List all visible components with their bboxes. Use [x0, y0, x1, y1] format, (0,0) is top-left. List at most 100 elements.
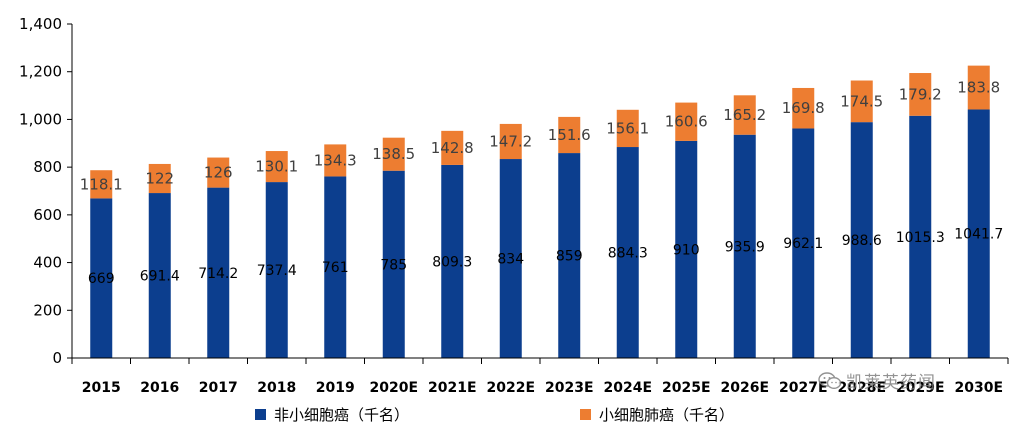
bar-sclc [616, 109, 639, 148]
data-label-sclc: 134.3 [314, 151, 357, 169]
bar-nsclc [616, 147, 639, 358]
y-tick-label: 600 [33, 206, 62, 224]
data-label-sclc: 169.8 [782, 99, 825, 117]
bar-nsclc [499, 159, 522, 358]
data-label-nsclc: 714.2 [198, 266, 238, 282]
bar-sclc [499, 123, 522, 160]
legend-swatch-sclc [580, 408, 591, 420]
x-tick-label: 2018 [257, 380, 296, 396]
x-tick-label: 2029E [896, 380, 945, 396]
x-tick-label: 2030E [954, 380, 1003, 396]
data-label-sclc: 165.2 [723, 106, 766, 124]
x-tick-label: 2015 [82, 380, 121, 396]
data-label-sclc: 151.6 [548, 126, 591, 144]
x-tick-label: 2023E [545, 380, 594, 396]
data-label-sclc: 142.8 [431, 139, 474, 157]
data-label-sclc: 147.2 [489, 132, 532, 150]
bar-sclc [382, 137, 405, 171]
data-label-nsclc: 669 [88, 271, 115, 287]
x-tick-label: 2027E [779, 380, 828, 396]
data-label-nsclc: 1041.7 [954, 227, 1003, 243]
x-tick-label: 2017 [199, 380, 238, 396]
data-label-nsclc: 935.9 [725, 239, 765, 255]
y-tick-label: 400 [33, 254, 62, 272]
data-label-nsclc: 962.1 [783, 236, 823, 252]
bar-sclc [324, 144, 347, 177]
x-tick-label: 2016 [140, 380, 179, 396]
y-tick-label: 1,000 [19, 110, 62, 128]
data-label-nsclc: 859 [556, 249, 583, 265]
bar-sclc [441, 130, 464, 165]
data-label-nsclc: 761 [322, 260, 349, 276]
legend-label-sclc: 小细胞肺癌（千名） [599, 405, 735, 424]
data-label-sclc: 179.2 [899, 85, 942, 103]
bar-nsclc [265, 182, 288, 358]
data-label-nsclc: 910 [673, 242, 700, 258]
data-label-sclc: 160.6 [665, 113, 708, 131]
bar-nsclc [675, 140, 698, 358]
data-label-sclc: 118.1 [80, 175, 123, 193]
bar-nsclc [909, 115, 932, 358]
bar-sclc [207, 157, 230, 188]
y-axis-ticks: 0 200 400 600 800 1,000 1,200 1,400 [19, 15, 72, 367]
x-tick-label: 2025E [662, 380, 711, 396]
bar-sclc [733, 95, 756, 135]
bar-sclc [909, 73, 932, 116]
bar-nsclc [733, 134, 756, 358]
data-label-nsclc: 785 [380, 257, 407, 273]
x-tick-label: 2019 [316, 380, 355, 396]
data-label-nsclc: 809.3 [432, 254, 472, 270]
data-label-sclc: 138.5 [372, 145, 415, 163]
legend-label-nsclc: 非小细胞癌（千名） [274, 405, 410, 424]
bar-nsclc [207, 187, 230, 358]
legend-item-nsclc: 非小细胞癌（千名） [255, 404, 409, 424]
x-tick-label: 2022E [486, 380, 535, 396]
x-tick-label: 2026E [720, 380, 769, 396]
data-label-nsclc: 737.4 [257, 263, 297, 279]
bar-sclc [148, 163, 171, 194]
data-label-nsclc: 691.4 [140, 269, 180, 285]
bar-sclc [558, 116, 581, 154]
bar-nsclc [441, 164, 464, 358]
bar-sclc [792, 87, 815, 129]
bar-nsclc [558, 153, 581, 358]
data-label-nsclc: 988.6 [842, 233, 882, 249]
data-label-nsclc: 884.3 [608, 246, 648, 262]
data-label-sclc: 183.8 [957, 79, 1000, 97]
legend-swatch-nsclc [255, 408, 266, 420]
x-tick-label: 2028E [837, 380, 886, 396]
y-tick-label: 0 [52, 349, 62, 367]
bar-sclc [90, 170, 113, 199]
wechat-icon [818, 371, 842, 389]
bar-nsclc [382, 170, 405, 358]
watermark-text: 凯莱英药闻 [846, 373, 936, 393]
x-tick-label: 2024E [603, 380, 652, 396]
bar-nsclc [324, 176, 347, 358]
bar-nsclc [90, 198, 113, 358]
x-tick-label: 2020E [369, 380, 418, 396]
data-label-sclc: 156.1 [606, 119, 649, 137]
y-tick-label: 1,400 [19, 15, 62, 33]
bar-nsclc [967, 109, 990, 359]
data-label-sclc: 126 [204, 164, 233, 182]
legend-item-sclc: 小细胞肺癌（千名） [580, 404, 734, 424]
data-label-nsclc: 834 [497, 252, 524, 268]
watermark: 凯莱英药闻 [818, 368, 936, 393]
data-label-sclc: 122 [145, 169, 174, 187]
bar-sclc [967, 65, 990, 110]
data-label-nsclc: 1015.3 [896, 230, 945, 246]
y-tick-label: 800 [33, 158, 62, 176]
bar-nsclc [792, 128, 815, 358]
bar-sclc [265, 151, 288, 183]
data-label-sclc: 174.5 [840, 92, 883, 110]
bar-sclc [850, 80, 873, 123]
y-tick-label: 1,200 [19, 63, 62, 81]
bar-nsclc [148, 193, 171, 358]
data-label-sclc: 130.1 [255, 158, 298, 176]
x-axis-ticks: 2015 2016 2017 2018 2019 2020E 2021E 2022E 2023E… [71, 358, 1009, 396]
bar-nsclc [850, 122, 873, 358]
x-tick-label: 2021E [428, 380, 477, 396]
bar-sclc [675, 102, 698, 141]
bars: 669 118.1 691.4 122 714.2 126 737.4 130.1 761 134… [80, 65, 1003, 359]
